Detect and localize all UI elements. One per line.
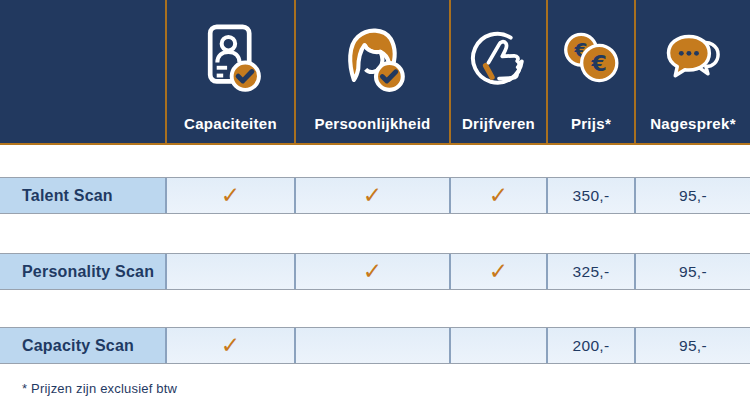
cell-nagesprek: 95,- xyxy=(634,328,750,363)
column-header-nagesprek: Nagesprek* xyxy=(634,0,750,143)
row-label: Personality Scan xyxy=(0,254,165,289)
table-header: Capaciteiten Persoonlijkheid xyxy=(0,0,750,145)
cell-persoonlijkheid: ✓ xyxy=(294,254,449,289)
cell-persoonlijkheid xyxy=(294,328,449,363)
cell-capaciteiten: ✓ xyxy=(165,328,294,363)
thumbs-up-icon xyxy=(451,0,546,115)
person-check-icon xyxy=(296,0,449,115)
column-header-capaciteiten: Capaciteiten xyxy=(165,0,294,143)
cell-drijfveren: ✓ xyxy=(449,254,546,289)
id-card-check-icon xyxy=(167,0,294,115)
column-label: Nagesprek* xyxy=(650,115,736,143)
chat-bubbles-icon xyxy=(636,0,750,115)
cell-drijfveren xyxy=(449,328,546,363)
header-empty-cell xyxy=(0,0,165,143)
table-row-talent-scan: Talent Scan ✓ ✓ ✓ 350,- 95,- xyxy=(0,177,750,214)
column-header-prijs: € € Prijs* xyxy=(546,0,634,143)
euro-coins-icon: € € xyxy=(548,0,634,115)
column-header-persoonlijkheid: Persoonlijkheid xyxy=(294,0,449,143)
cell-persoonlijkheid: ✓ xyxy=(294,178,449,213)
table-row-capacity-scan: Capacity Scan ✓ 200,- 95,- xyxy=(0,327,750,364)
cell-capaciteiten xyxy=(165,254,294,289)
pricing-table: Capaciteiten Persoonlijkheid xyxy=(0,0,750,420)
column-label: Prijs* xyxy=(571,115,611,143)
column-label: Persoonlijkheid xyxy=(314,115,430,143)
cell-prijs: 350,- xyxy=(546,178,634,213)
cell-nagesprek: 95,- xyxy=(634,254,750,289)
cell-prijs: 200,- xyxy=(546,328,634,363)
svg-text:€: € xyxy=(591,51,607,76)
row-label: Talent Scan xyxy=(0,178,165,213)
cell-prijs: 325,- xyxy=(546,254,634,289)
column-header-drijfveren: Drijfveren xyxy=(449,0,546,143)
column-label: Drijfveren xyxy=(462,115,535,143)
cell-capaciteiten: ✓ xyxy=(165,178,294,213)
table-row-personality-scan: Personality Scan ✓ ✓ 325,- 95,- xyxy=(0,253,750,290)
footnote: * Prijzen zijn exclusief btw xyxy=(22,381,750,396)
row-label: Capacity Scan xyxy=(0,328,165,363)
cell-drijfveren: ✓ xyxy=(449,178,546,213)
cell-nagesprek: 95,- xyxy=(634,178,750,213)
column-label: Capaciteiten xyxy=(184,115,277,143)
